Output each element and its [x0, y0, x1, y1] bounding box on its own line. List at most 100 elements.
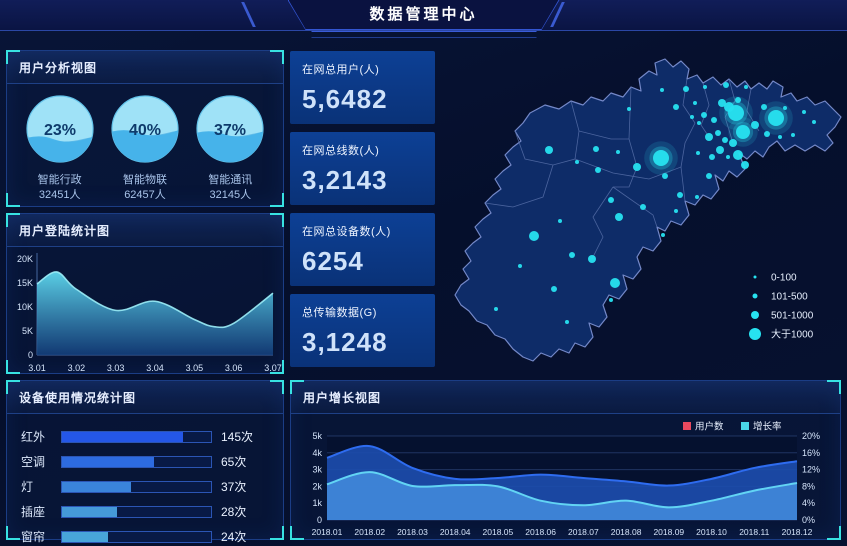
x-axis-tick: 3.05	[186, 363, 204, 373]
gauge-count: 32145人	[209, 189, 252, 201]
bar-value: 28次	[221, 505, 247, 519]
map-bubble	[565, 320, 569, 324]
x-axis-tick: 2018.03	[397, 527, 428, 537]
map-bubble	[609, 298, 613, 302]
map-bubble	[674, 209, 678, 213]
left-axis-tick: 1k	[312, 498, 322, 508]
corner-bracket-decor	[270, 213, 284, 227]
corner-bracket-decor	[6, 50, 20, 64]
map-bubble	[696, 151, 700, 155]
bubble-map-svg: 0-100 101-500 501-1000 大于1000	[454, 58, 842, 362]
x-axis-tick: 2018.06	[525, 527, 556, 537]
legend-label: 用户数	[695, 421, 724, 433]
map-bubble	[616, 150, 620, 154]
map-bubble	[529, 231, 539, 241]
device-usage-bars: 红外 145次 空调 65次灯 37次 插座 28次 窗帘 24次	[7, 414, 283, 546]
map-bubble	[697, 121, 701, 125]
bar-fill	[62, 531, 109, 542]
map-bubble	[683, 86, 689, 92]
user-growth-chart: 0 0% 1k 4% 2k 8% 3k 12% 4k 16% 5k 20% 2018.01 2018.02…	[312, 421, 820, 538]
map-inner-border	[591, 186, 614, 260]
panel-title: 设备使用情况统计图	[7, 381, 283, 414]
map-bubble	[627, 107, 631, 111]
bar-row: 红外 145次	[21, 424, 269, 449]
map-bubble	[653, 150, 669, 166]
panel-title: 用户分析视图	[7, 51, 283, 84]
x-axis-tick: 2018.11	[739, 527, 769, 537]
map-bubble	[716, 146, 724, 154]
bar-row: 窗帘 24次	[21, 524, 269, 546]
kpi-value: 3,2143	[302, 165, 388, 195]
region-bubble-map: 0-100 101-500 501-1000 大于1000	[433, 46, 845, 378]
map-bubble	[726, 155, 730, 159]
map-bubble	[723, 82, 729, 88]
map-bubble	[677, 192, 683, 198]
bar-row: 灯 37次	[21, 474, 269, 499]
panel-title: 用户登陆统计图	[7, 214, 283, 247]
bar-label: 窗帘	[21, 530, 46, 544]
map-bubble	[545, 146, 553, 154]
map-bubble	[595, 167, 601, 173]
map-bubble	[615, 213, 623, 221]
map-bubble	[791, 133, 795, 137]
x-axis-tick: 3.04	[146, 363, 164, 373]
map-legend-dot	[749, 328, 761, 340]
map-inner-border	[484, 164, 554, 208]
x-axis-tick: 2018.05	[483, 527, 514, 537]
legend-item-growth-rate[interactable]: 增长率	[741, 421, 782, 433]
map-bubble	[761, 104, 767, 110]
map-bubble	[722, 137, 728, 143]
map-inner-border	[578, 86, 632, 140]
bar-track	[61, 480, 212, 493]
x-axis-tick: 2018.04	[440, 527, 471, 537]
map-bubble	[610, 278, 620, 288]
kpi-card: 在网总线数(人) 3,2143	[290, 132, 435, 205]
left-axis-tick: 0	[317, 515, 322, 525]
series-users-line	[326, 445, 798, 487]
map-bubble	[768, 110, 784, 126]
y-axis-tick: 20K	[17, 254, 33, 264]
page-title: 数据管理中心	[369, 6, 478, 23]
map-bubble	[736, 125, 750, 139]
right-axis-tick: 12%	[802, 465, 820, 475]
kpi-card: 在网总设备数(人) 6254	[290, 213, 435, 286]
map-legend-label: 501-1000	[771, 311, 814, 322]
series-growth-area	[327, 472, 797, 520]
legend-swatch	[683, 422, 691, 430]
x-axis-tick: 3.01	[28, 363, 46, 373]
liquid-gauge-3: 37% 智能通讯 32145人	[189, 92, 271, 203]
corner-bracket-decor	[6, 193, 20, 207]
y-axis-tick: 10K	[17, 302, 33, 312]
map-bubble	[703, 85, 707, 89]
right-axis-tick: 0%	[802, 515, 815, 525]
gauge-circle: 40%	[111, 95, 179, 163]
map-bubble	[812, 120, 816, 124]
map-bubble	[673, 104, 679, 110]
kpi-label: 在网总设备数(人)	[302, 226, 391, 238]
corner-bracket-decor	[6, 526, 20, 540]
gauge-circle: 37%	[196, 95, 264, 163]
map-bubble	[733, 150, 743, 160]
corner-bracket-decor	[6, 213, 20, 227]
map-legend-dot	[751, 311, 759, 319]
legend-item-users[interactable]: 用户数	[683, 421, 724, 433]
corner-bracket-decor	[290, 380, 304, 394]
kpi-card: 在网总用户(人) 5,6482	[290, 51, 435, 124]
left-axis-tick: 3k	[312, 465, 322, 475]
map-bubble	[735, 97, 741, 103]
page-title-plate-inner: 数据管理中心	[289, 0, 559, 29]
map-bubble	[608, 197, 614, 203]
map-bubble	[695, 195, 699, 199]
login-area-fill	[37, 271, 273, 355]
corner-bracket-decor	[270, 50, 284, 64]
right-axis-tick: 20%	[802, 431, 820, 441]
map-bubble	[728, 105, 744, 121]
bar-label: 空调	[21, 455, 46, 469]
kpi-column: 在网总用户(人) 5,6482 在网总线数(人) 3,2143 在网总设备数(人) 625…	[290, 51, 435, 375]
map-bubble	[701, 112, 707, 118]
gauge-percent: 23%	[44, 122, 76, 139]
bar-fill	[62, 506, 118, 517]
corner-bracket-decor	[290, 526, 304, 540]
map-bubble	[709, 154, 715, 160]
x-axis-tick: 2018.02	[354, 527, 385, 537]
